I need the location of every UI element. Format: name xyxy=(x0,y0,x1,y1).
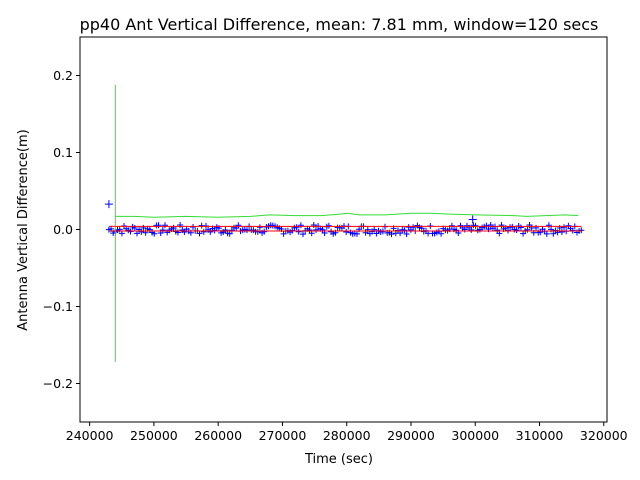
x-tick-label: 290000 xyxy=(387,428,435,443)
y-tick-label: 0.1 xyxy=(53,145,73,160)
outlier-point-0 xyxy=(104,200,113,209)
plot-area xyxy=(104,84,585,362)
y-tick-label: −0.2 xyxy=(43,376,73,391)
y-tick-label: 0.2 xyxy=(53,68,73,83)
scatter-points xyxy=(105,222,585,238)
y-axis-label: Antenna Vertical Difference(m) xyxy=(16,129,31,330)
x-axis-label: Time (sec) xyxy=(304,452,373,467)
x-tick-label: 320000 xyxy=(580,428,628,443)
x-tick-label: 260000 xyxy=(194,428,242,443)
outlier-point-1 xyxy=(468,215,477,224)
x-tick-label: 280000 xyxy=(323,428,371,443)
x-tick-label: 250000 xyxy=(130,428,178,443)
x-tick-label: 300000 xyxy=(451,428,499,443)
chart-title: pp40 Ant Vertical Difference, mean: 7.81… xyxy=(80,15,599,34)
series-line-3 xyxy=(114,84,579,362)
y-tick-label: 0.0 xyxy=(53,222,73,237)
x-tick-label: 240000 xyxy=(66,428,114,443)
y-tick-label: −0.1 xyxy=(43,299,73,314)
x-tick-label: 270000 xyxy=(259,428,307,443)
x-tick-label: 310000 xyxy=(516,428,564,443)
axis-ticks: 240000 250000 260000 270000 280000 290000 3000… xyxy=(43,68,628,443)
